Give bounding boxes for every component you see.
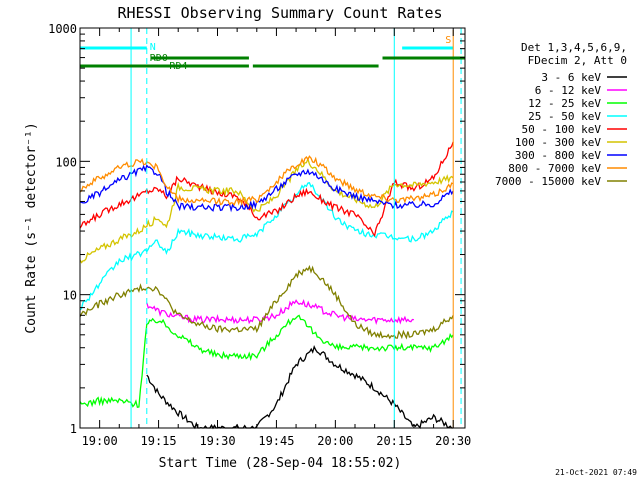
timestamp: 21-Oct-2021 07:49 (555, 468, 637, 477)
y-tick-label-2: 10 (63, 289, 77, 303)
series-line-4 (79, 182, 454, 311)
series-line-3 (79, 314, 454, 409)
series-line-6 (79, 157, 454, 264)
axis-layer: 19:00 19:15 19:30 19:45 20:00 20:15 20:30 1 10 10… (48, 22, 471, 448)
legend-header-line-2: FDecim 2, Att 0 (528, 54, 627, 67)
x-axis-label: Start Time (28-Sep-04 18:55:02) (159, 456, 402, 471)
legend-header-line-1: Det 1,3,4,5,6,9, (521, 41, 627, 54)
y-tick-label-4: 1000 (48, 22, 77, 36)
flag-label-4: S (445, 35, 451, 46)
legend-label-3: 12 - 25 keV (528, 97, 601, 110)
series-line-2 (146, 299, 414, 326)
x-tick-label-5: 20:00 (317, 434, 353, 448)
flag-label-1: N (150, 42, 156, 53)
x-tick-label-6: 20:15 (376, 434, 412, 448)
series-line-8 (79, 155, 454, 207)
legend-label-5: 50 - 100 keV (522, 123, 602, 136)
y-tick-label-3: 100 (55, 155, 77, 169)
legend-label-9: 7000 - 15000 keV (495, 175, 601, 188)
x-tick-label-7: 20:30 (435, 434, 471, 448)
legend-label-1: 3 - 6 keV (541, 71, 601, 84)
legend-label-7: 300 - 800 keV (515, 149, 601, 162)
legend-label-8: 800 - 7000 keV (508, 162, 601, 175)
flag-label-3: RD4 (169, 61, 187, 72)
y-tick-label-1: 1 (70, 422, 77, 436)
series-line-9 (79, 264, 454, 340)
plot-frame (79, 27, 466, 429)
chart-title: RHESSI Observing Summary Count Rates (117, 4, 442, 22)
x-tick-label-4: 19:45 (258, 434, 294, 448)
x-tick-label-3: 19:30 (199, 434, 235, 448)
series-line-5 (79, 141, 454, 238)
series-line-7 (79, 164, 454, 213)
data-layer (79, 141, 454, 430)
x-tick-label-1: 19:00 (82, 434, 118, 448)
legend-label-2: 6 - 12 keV (535, 84, 602, 97)
y-axis-label: Count Rate (s⁻¹ detector⁻¹) (24, 122, 39, 333)
x-tick-label-2: 19:15 (141, 434, 177, 448)
flag-label-2: RD0 (150, 53, 168, 64)
legend-label-6: 100 - 300 keV (515, 136, 601, 149)
legend-label-4: 25 - 50 keV (528, 110, 601, 123)
